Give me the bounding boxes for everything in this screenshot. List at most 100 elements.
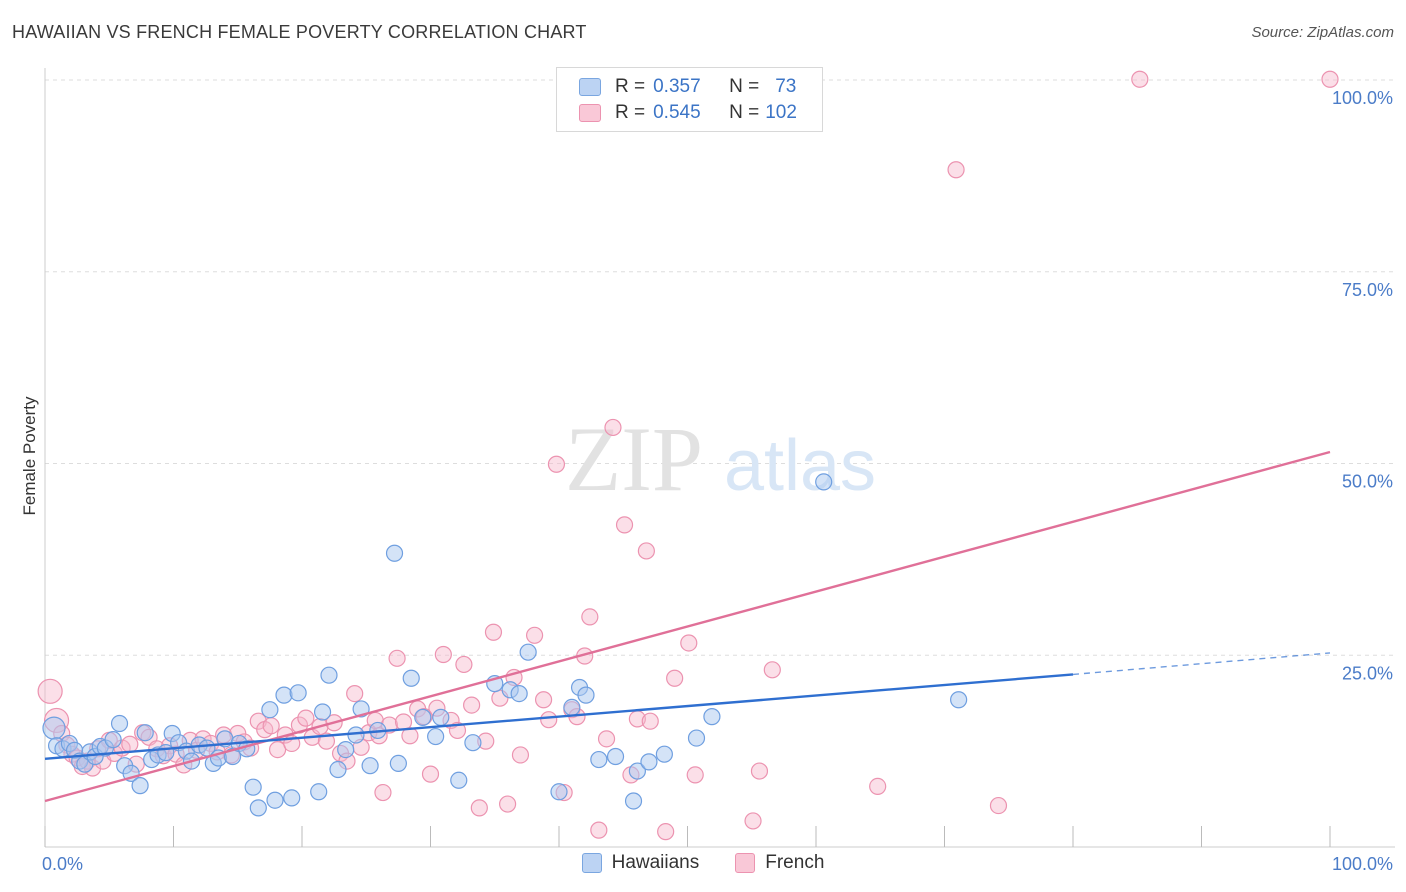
french-point [37,678,63,704]
french-legend-label: French [765,852,825,873]
french-point [297,709,315,727]
french-point [547,455,566,473]
hawaiian-point [687,729,706,747]
x-tick-label: 100.0% [1332,854,1393,874]
french-point [262,717,280,735]
french-point [680,634,698,652]
n-value: 102 [765,102,797,123]
y-tick-label: 50.0% [1342,472,1393,492]
french-legend-swatch [735,853,756,873]
series-legend: Hawaiians French [0,852,1406,874]
french-point [540,711,558,729]
french-point [434,645,452,664]
french-point [744,812,762,830]
n-value: 73 [775,76,797,97]
watermark: ZIP atlas [565,408,876,510]
n-label: N = [729,76,760,97]
hawaiians-legend-label: Hawaiians [611,852,700,873]
french-point [686,766,704,784]
french-point [511,746,530,764]
hawaiian-point [640,753,658,771]
french-point [750,762,769,780]
hawaiians-swatch [579,78,601,96]
legend-item-hawaiians[interactable]: Hawaiians [581,852,700,874]
hawaiian-point [289,684,307,702]
y-tick-label: 100.0% [1332,88,1393,108]
hawaiian-point [590,750,608,769]
hawaiian-point [402,669,420,687]
hawaiian-point [450,771,468,789]
french-point [346,684,364,703]
hawaiian-point [464,734,482,752]
hawaiian-point [313,703,332,721]
r-label: R = [615,102,646,123]
hawaiian-point [104,731,122,749]
hawaiian-point [510,684,528,703]
hawaiian-point [624,792,643,810]
y-tick-label: 25.0% [1342,663,1393,683]
french-point [388,649,406,667]
hawaiian-point [361,757,379,775]
french-point [666,669,684,687]
french-point [590,821,608,839]
hawaiian-point [550,783,568,801]
y-tick-label: 75.0% [1342,280,1393,300]
french-point [1131,70,1149,88]
legend-row-french: R = 0.545 N = 102 [579,101,797,125]
hawaiian-points [42,473,968,817]
hawaiian-point [110,714,129,733]
legend-row-hawaiians: R = 0.357 N = 73 [579,75,796,99]
r-value: 0.357 [653,76,701,97]
french-point [657,823,675,841]
hawaiian-point [815,473,833,491]
hawaiians-legend-swatch [581,853,602,873]
legend-item-french[interactable]: French [735,852,824,874]
hawaiian-point [275,686,293,704]
r-value: 0.545 [653,102,701,123]
source-credit: Source: ZipAtlas.com [1251,24,1394,41]
grid-lines [45,79,1395,656]
watermark-zip: ZIP [565,408,703,510]
hawaiian-point [347,726,365,744]
hawaiian-point [266,791,284,809]
x-tick-label: 0.0% [42,854,83,874]
hawaiian-point [329,760,347,779]
french-point [455,655,473,674]
hawaiian-point [320,666,338,684]
french-point [1321,70,1339,88]
hawaiian-point [563,698,581,717]
french-point [121,735,139,753]
french-swatch [579,104,601,122]
french-point [463,696,481,714]
chart-title: HAWAIIAN VS FRENCH FEMALE POVERTY CORREL… [12,22,587,42]
hawaiian-point [950,691,968,709]
hawaiian-point [261,701,279,719]
axes [44,68,1395,848]
hawaiian-point [136,724,154,742]
french-point [374,783,392,802]
french-point [989,796,1008,815]
hawaiian-point [414,708,432,726]
trend-lines [44,450,1331,803]
french-point [947,161,965,179]
hawaiian-point [385,544,404,562]
r-label: R = [615,76,646,97]
french-trend-line [44,450,1331,803]
tick-labels: 25.0% 50.0% 75.0% 100.0% 0.0% 100.0% [42,88,1393,874]
watermark-atlas: atlas [724,426,876,506]
french-point [615,516,634,534]
hawaiian-point [655,745,673,763]
hawaiian-trend-line [44,673,1074,760]
hawaiian-point [432,708,450,726]
hawaiian-trend-extension [1072,652,1331,676]
french-point [581,608,599,626]
french-point [268,740,287,759]
hawaiian-point [42,716,66,740]
hawaiian-point [606,747,625,766]
stats-legend: R = 0.357 N = 73 R = 0.545 N = 102 [556,67,823,132]
french-point [421,765,440,783]
hawaiian-point [310,783,328,801]
hawaiian-point [427,727,445,746]
hawaiian-point [249,799,267,817]
french-point [604,418,622,437]
